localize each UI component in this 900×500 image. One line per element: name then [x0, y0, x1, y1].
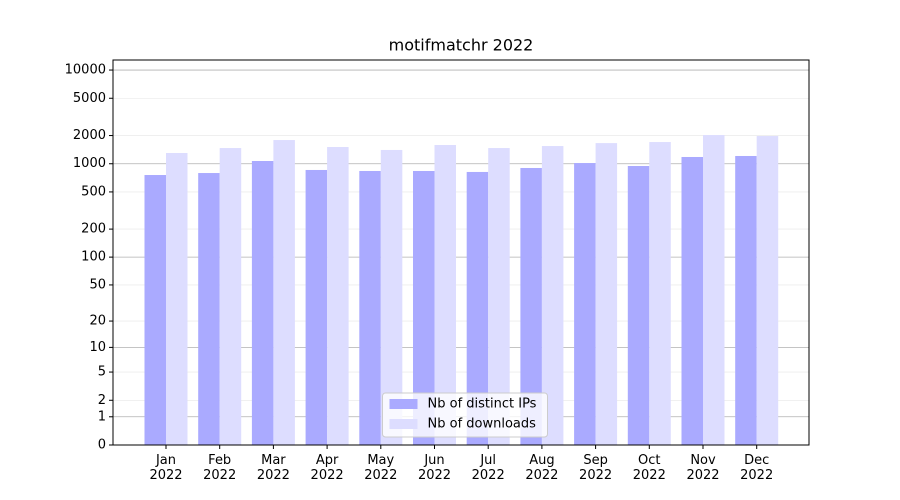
legend-swatch — [389, 419, 418, 429]
bar — [735, 155, 757, 446]
bar — [380, 149, 403, 445]
chart-title: motifmatchr 2022 — [389, 36, 534, 55]
y-tick-label: 10 — [89, 340, 106, 355]
y-tick-label: 2000 — [73, 128, 106, 143]
bar — [305, 169, 328, 445]
bar — [541, 146, 564, 445]
y-tick-label: 200 — [81, 222, 106, 237]
bar — [574, 163, 596, 445]
bar — [520, 167, 542, 445]
y-tick-label: 1 — [98, 409, 106, 424]
x-tick-label: Dec 2022 — [740, 453, 774, 483]
x-tick-label: Aug 2022 — [525, 453, 559, 483]
bar — [466, 171, 489, 445]
y-tick-label: 5000 — [73, 91, 106, 106]
x-tick-label: May 2022 — [364, 453, 398, 483]
legend: Nb of distinct IPs Nb of downloads — [382, 392, 548, 438]
legend-label: Nb of downloads — [428, 417, 537, 432]
y-tick-label: 100 — [81, 250, 106, 265]
bar — [488, 148, 510, 445]
bar — [273, 140, 295, 445]
y-tick-label: 1000 — [73, 156, 106, 171]
x-tick-label: Mar 2022 — [256, 453, 290, 483]
x-tick-label: Feb 2022 — [203, 453, 237, 483]
bar — [649, 142, 671, 445]
bar — [756, 136, 779, 445]
bar — [219, 148, 242, 445]
x-tick-label: Jun 2022 — [417, 453, 452, 483]
y-tick-label: 500 — [81, 184, 106, 199]
bar — [627, 166, 650, 445]
x-tick-label: Apr 2022 — [310, 453, 344, 483]
bar — [681, 156, 703, 445]
bar — [327, 147, 349, 445]
legend-box — [382, 392, 548, 438]
axes-frame — [112, 59, 810, 446]
y-tick-label: 2 — [98, 393, 106, 408]
y-tick-label: 20 — [89, 314, 106, 329]
bar — [434, 145, 456, 446]
bar — [359, 170, 381, 446]
bar — [198, 173, 220, 446]
legend-swatch — [389, 399, 418, 409]
x-tick-label: Oct 2022 — [632, 453, 666, 483]
bar — [703, 135, 725, 445]
legend-label: Nb of distinct IPs — [428, 397, 537, 412]
bar — [251, 160, 274, 445]
y-tick-label: 50 — [89, 277, 106, 292]
y-tick-label: 10000 — [65, 63, 106, 78]
x-tick-label: Jul 2022 — [471, 453, 505, 483]
bar — [144, 175, 166, 445]
x-tick-label: Sep 2022 — [579, 453, 613, 483]
bar — [166, 153, 188, 445]
y-tick-label: 5 — [98, 365, 106, 380]
y-tick-label: 0 — [98, 438, 106, 453]
bar — [595, 143, 618, 445]
bar — [413, 170, 435, 446]
x-tick-label: Nov 2022 — [686, 453, 720, 483]
x-tick-label: Jan 2022 — [149, 453, 183, 483]
